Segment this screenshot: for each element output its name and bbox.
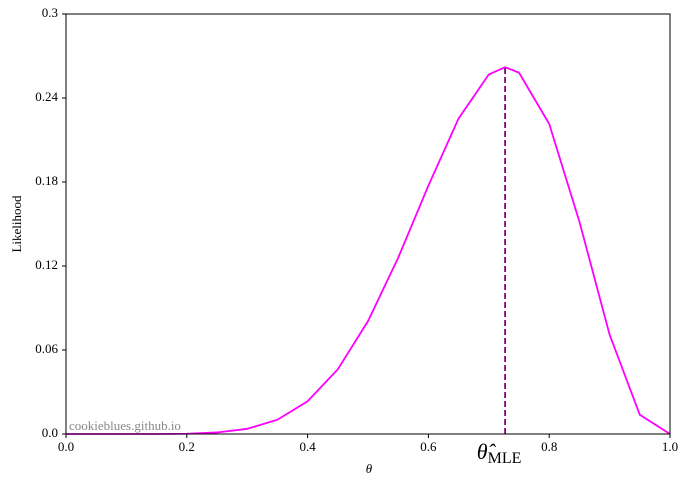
plot-frame (65, 13, 671, 435)
x-tick-label: 0.6 (420, 439, 437, 454)
likelihood-curve (66, 66, 671, 435)
watermark: cookieblues.github.io (69, 418, 181, 433)
x-tick-label: 0.2 (179, 439, 195, 454)
x-axis-label: θ (366, 461, 373, 476)
mle-subscript: MLE (488, 450, 522, 467)
y-tick-label: 0.0 (42, 425, 58, 440)
y-tick-label: 0.24 (35, 89, 58, 104)
y-tick-label: 0.12 (35, 257, 58, 272)
y-tick-label: 0.3 (42, 5, 58, 20)
x-tick-label: 1.0 (662, 439, 678, 454)
y-tick-label: 0.06 (35, 341, 58, 356)
x-tick-label: 0.8 (541, 439, 557, 454)
x-tick-label: 0.0 (58, 439, 74, 454)
y-tick-label: 0.18 (35, 173, 58, 188)
y-axis-label: Likelihood (9, 195, 24, 253)
mle-label: θ̂MLE (477, 439, 522, 467)
x-tick-label: 0.4 (299, 439, 316, 454)
